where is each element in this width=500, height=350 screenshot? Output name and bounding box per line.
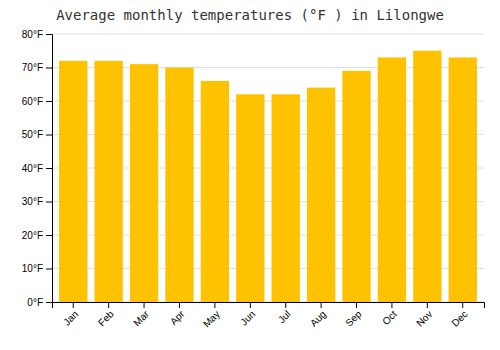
- x-tick-label: Oct: [380, 308, 399, 327]
- x-tick: Sep: [343, 302, 364, 329]
- y-tick-mark: [46, 168, 52, 169]
- bar: [201, 81, 229, 302]
- x-tick-mark: [427, 302, 428, 308]
- x-tick-mark: [250, 302, 251, 308]
- grid: [52, 34, 484, 302]
- y-tick-mark: [46, 202, 52, 203]
- x-tick: Mar: [131, 302, 151, 328]
- x-tick-label: Mar: [131, 308, 151, 328]
- y-tick-label: 30°F: [22, 196, 43, 207]
- bar: [59, 61, 87, 302]
- bar: [94, 61, 122, 302]
- y-tick-label: 50°F: [22, 129, 43, 140]
- bar: [236, 94, 264, 302]
- bar: [307, 88, 335, 302]
- y-tick-label: 80°F: [22, 29, 43, 40]
- x-tick: Nov: [414, 302, 434, 329]
- x-tick-mark: [356, 302, 357, 308]
- y-tick: 40°F: [22, 163, 52, 174]
- x-tick: Jan: [61, 302, 80, 328]
- y-tick: 60°F: [22, 96, 52, 107]
- plot-area: 0°F 10°F 20°F 30°F 40°F 50°F 60°F 70°F 80°F Jan Fe…: [22, 29, 485, 330]
- y-tick-mark: [46, 235, 52, 236]
- x-tick-label: May: [201, 308, 222, 329]
- x-tick-mark: [73, 302, 74, 308]
- x-tick-mark: [391, 302, 392, 308]
- x-tick: Jun: [238, 302, 257, 328]
- chart-title: Average monthly temperatures (°F ) in Li…: [56, 7, 444, 23]
- bar: [378, 57, 406, 302]
- x-tick-label: Dec: [449, 308, 469, 328]
- x-tick-mark: [214, 302, 215, 308]
- y-axis-line: [46, 35, 53, 303]
- bar: [342, 71, 370, 302]
- x-tick-mark: [321, 302, 322, 308]
- bar: [130, 64, 158, 302]
- y-tick: 80°F: [22, 29, 52, 40]
- y-tick-mark: [46, 302, 52, 303]
- y-tick: 10°F: [22, 263, 52, 274]
- y-tick-label: 10°F: [22, 263, 43, 274]
- x-tick-label: Nov: [414, 308, 434, 328]
- bar: [413, 51, 441, 302]
- y-tick-label: 70°F: [22, 62, 43, 73]
- chart-container: Average monthly temperatures (°F ) in Li…: [0, 0, 500, 350]
- x-tick-label: Jun: [238, 308, 257, 327]
- y-tick-label: 60°F: [22, 96, 43, 107]
- grid-line: [52, 34, 484, 35]
- y-tick: 70°F: [22, 62, 52, 73]
- y-tick-label: 20°F: [22, 230, 43, 241]
- x-tick-label: Apr: [168, 308, 187, 327]
- x-tick: Oct: [380, 302, 399, 327]
- y-tick-label: 0°F: [27, 297, 43, 308]
- bar: [272, 94, 300, 302]
- x-tick-label: Feb: [96, 308, 116, 328]
- y-tick-mark: [46, 269, 52, 270]
- y-tick: 30°F: [22, 196, 52, 207]
- bars: [59, 51, 477, 302]
- x-tick-label: Jan: [61, 308, 80, 327]
- x-tick-mark: [462, 302, 463, 308]
- bar: [165, 68, 193, 303]
- x-tick-label: Jul: [276, 308, 293, 325]
- x-axis-line: [53, 303, 485, 309]
- y-axis: 0°F 10°F 20°F 30°F 40°F 50°F 60°F 70°F 80°F: [22, 29, 53, 308]
- x-tick-mark: [108, 302, 109, 308]
- y-tick-mark: [46, 135, 52, 136]
- x-tick: Jul: [276, 302, 293, 325]
- y-tick-mark: [46, 34, 52, 35]
- chart-svg: Average monthly temperatures (°F ) in Li…: [0, 0, 500, 350]
- x-tick: May: [201, 302, 222, 330]
- bar: [449, 57, 477, 302]
- x-tick: Aug: [308, 302, 328, 329]
- y-tick: 50°F: [22, 129, 52, 140]
- y-tick-label: 40°F: [22, 163, 43, 174]
- x-tick-mark: [285, 302, 286, 308]
- x-tick: Feb: [96, 302, 116, 328]
- y-tick: 0°F: [27, 297, 52, 308]
- x-axis: Jan Feb Mar Apr May Jun Jul Aug Sep Oct Nov Dec: [53, 302, 485, 330]
- y-tick-mark: [46, 101, 52, 102]
- x-tick: Apr: [168, 302, 187, 327]
- x-tick-mark: [144, 302, 145, 308]
- y-tick: 20°F: [22, 230, 52, 241]
- x-tick-mark: [179, 302, 180, 308]
- y-tick-mark: [46, 68, 52, 69]
- x-tick: Dec: [449, 302, 469, 329]
- x-tick-label: Aug: [308, 308, 328, 328]
- x-tick-label: Sep: [343, 308, 364, 329]
